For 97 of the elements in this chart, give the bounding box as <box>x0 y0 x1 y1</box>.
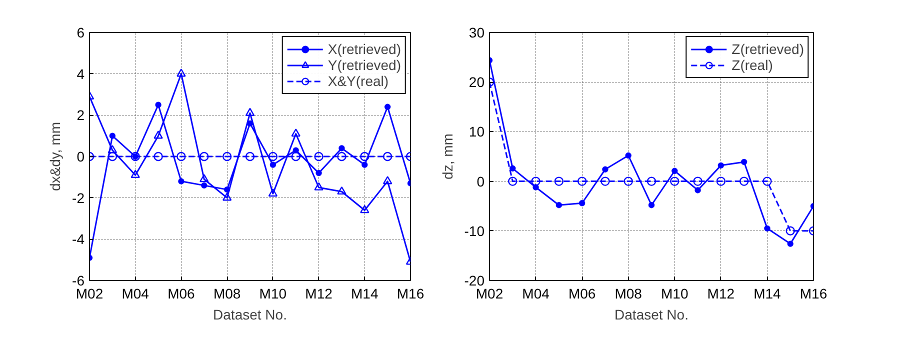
point <box>176 68 186 77</box>
point <box>531 176 540 186</box>
x-tick-label: M02 <box>476 286 504 302</box>
point <box>154 130 163 139</box>
point <box>222 192 232 201</box>
point <box>270 162 276 168</box>
y-tick-label: 20 <box>468 74 485 90</box>
y-tick-label: 10 <box>468 124 485 140</box>
point <box>510 165 516 172</box>
x-tick-label: M14 <box>351 286 378 302</box>
point <box>718 162 724 169</box>
point <box>786 226 795 236</box>
y-tick-label: -2 <box>72 190 85 206</box>
point <box>602 166 608 172</box>
y-tick-label: -10 <box>464 222 485 239</box>
point <box>646 176 656 186</box>
point <box>670 176 680 186</box>
point <box>762 176 772 186</box>
point <box>625 152 632 159</box>
point <box>200 174 209 182</box>
point <box>764 225 770 232</box>
point <box>716 176 726 186</box>
point <box>508 176 518 186</box>
point <box>672 168 678 174</box>
y-axis-title: dz, mm <box>439 134 456 180</box>
point <box>176 152 186 162</box>
point <box>222 152 232 162</box>
point <box>337 186 346 195</box>
y-tick-label: -20 <box>464 272 485 288</box>
point <box>740 158 748 166</box>
point <box>316 170 322 176</box>
y-tick-label: 4 <box>76 66 85 82</box>
point <box>382 176 392 184</box>
point <box>314 152 324 162</box>
point <box>268 188 278 197</box>
x-tick-label: M16 <box>396 286 424 302</box>
y-axis-title: dx&dy, mm <box>47 122 64 191</box>
x-tick-label: M16 <box>800 286 828 302</box>
x-tick-label: M06 <box>168 286 196 302</box>
x-tick-label: M12 <box>305 286 333 302</box>
point <box>362 162 368 168</box>
point <box>360 205 370 214</box>
point <box>382 152 392 162</box>
point <box>600 176 610 186</box>
x-tick-label: M04 <box>522 286 550 302</box>
point <box>787 240 794 247</box>
point <box>108 145 118 154</box>
x-tick-label: M02 <box>76 286 104 302</box>
y-tick-label: 0 <box>476 173 485 190</box>
x-tick-label: M04 <box>122 286 150 302</box>
point <box>338 145 345 152</box>
point <box>337 152 346 162</box>
point <box>245 152 255 162</box>
point <box>245 108 255 116</box>
point <box>624 176 633 186</box>
point <box>130 170 140 178</box>
y-tick-label: 6 <box>76 24 85 40</box>
point <box>693 176 702 186</box>
point <box>360 152 370 162</box>
x-axis-title: Dataset No. <box>614 306 688 322</box>
point <box>384 104 391 110</box>
y-tick-label: 0 <box>76 148 85 164</box>
point <box>201 182 208 189</box>
point <box>108 152 118 162</box>
x-axis-title: Dataset No. <box>213 306 287 322</box>
x-tick-label: M08 <box>213 286 241 302</box>
point <box>314 182 324 190</box>
point <box>648 202 655 208</box>
x-tick-label: M06 <box>568 286 596 302</box>
point <box>155 102 162 108</box>
x-tick-label: M08 <box>614 286 642 302</box>
point <box>556 202 562 208</box>
x-tick-label: M12 <box>707 286 735 302</box>
legend-label: Y(retrieved) <box>328 57 401 73</box>
point <box>178 178 184 184</box>
point <box>694 187 701 194</box>
legend-label: Z(real) <box>732 57 773 73</box>
x-tick-label: M10 <box>259 286 287 302</box>
point <box>154 152 163 162</box>
x-tick-label: M14 <box>754 286 782 302</box>
point <box>554 176 564 186</box>
y-tick-label: -4 <box>72 231 85 248</box>
y-tick-label: 30 <box>468 24 485 40</box>
point <box>291 128 300 137</box>
legend-label: X&Y(real) <box>328 73 389 89</box>
point <box>109 132 116 139</box>
point <box>578 200 586 206</box>
legend-label: X(retrieved) <box>328 41 401 57</box>
point <box>268 152 278 162</box>
point <box>577 176 587 186</box>
point <box>291 152 300 162</box>
x-tick-label: M10 <box>661 286 688 302</box>
y-tick-label: 2 <box>76 107 85 124</box>
point <box>739 176 749 186</box>
legend-label: Z(retrieved) <box>732 41 804 57</box>
point <box>200 152 209 162</box>
y-tick-label: -6 <box>72 272 85 288</box>
